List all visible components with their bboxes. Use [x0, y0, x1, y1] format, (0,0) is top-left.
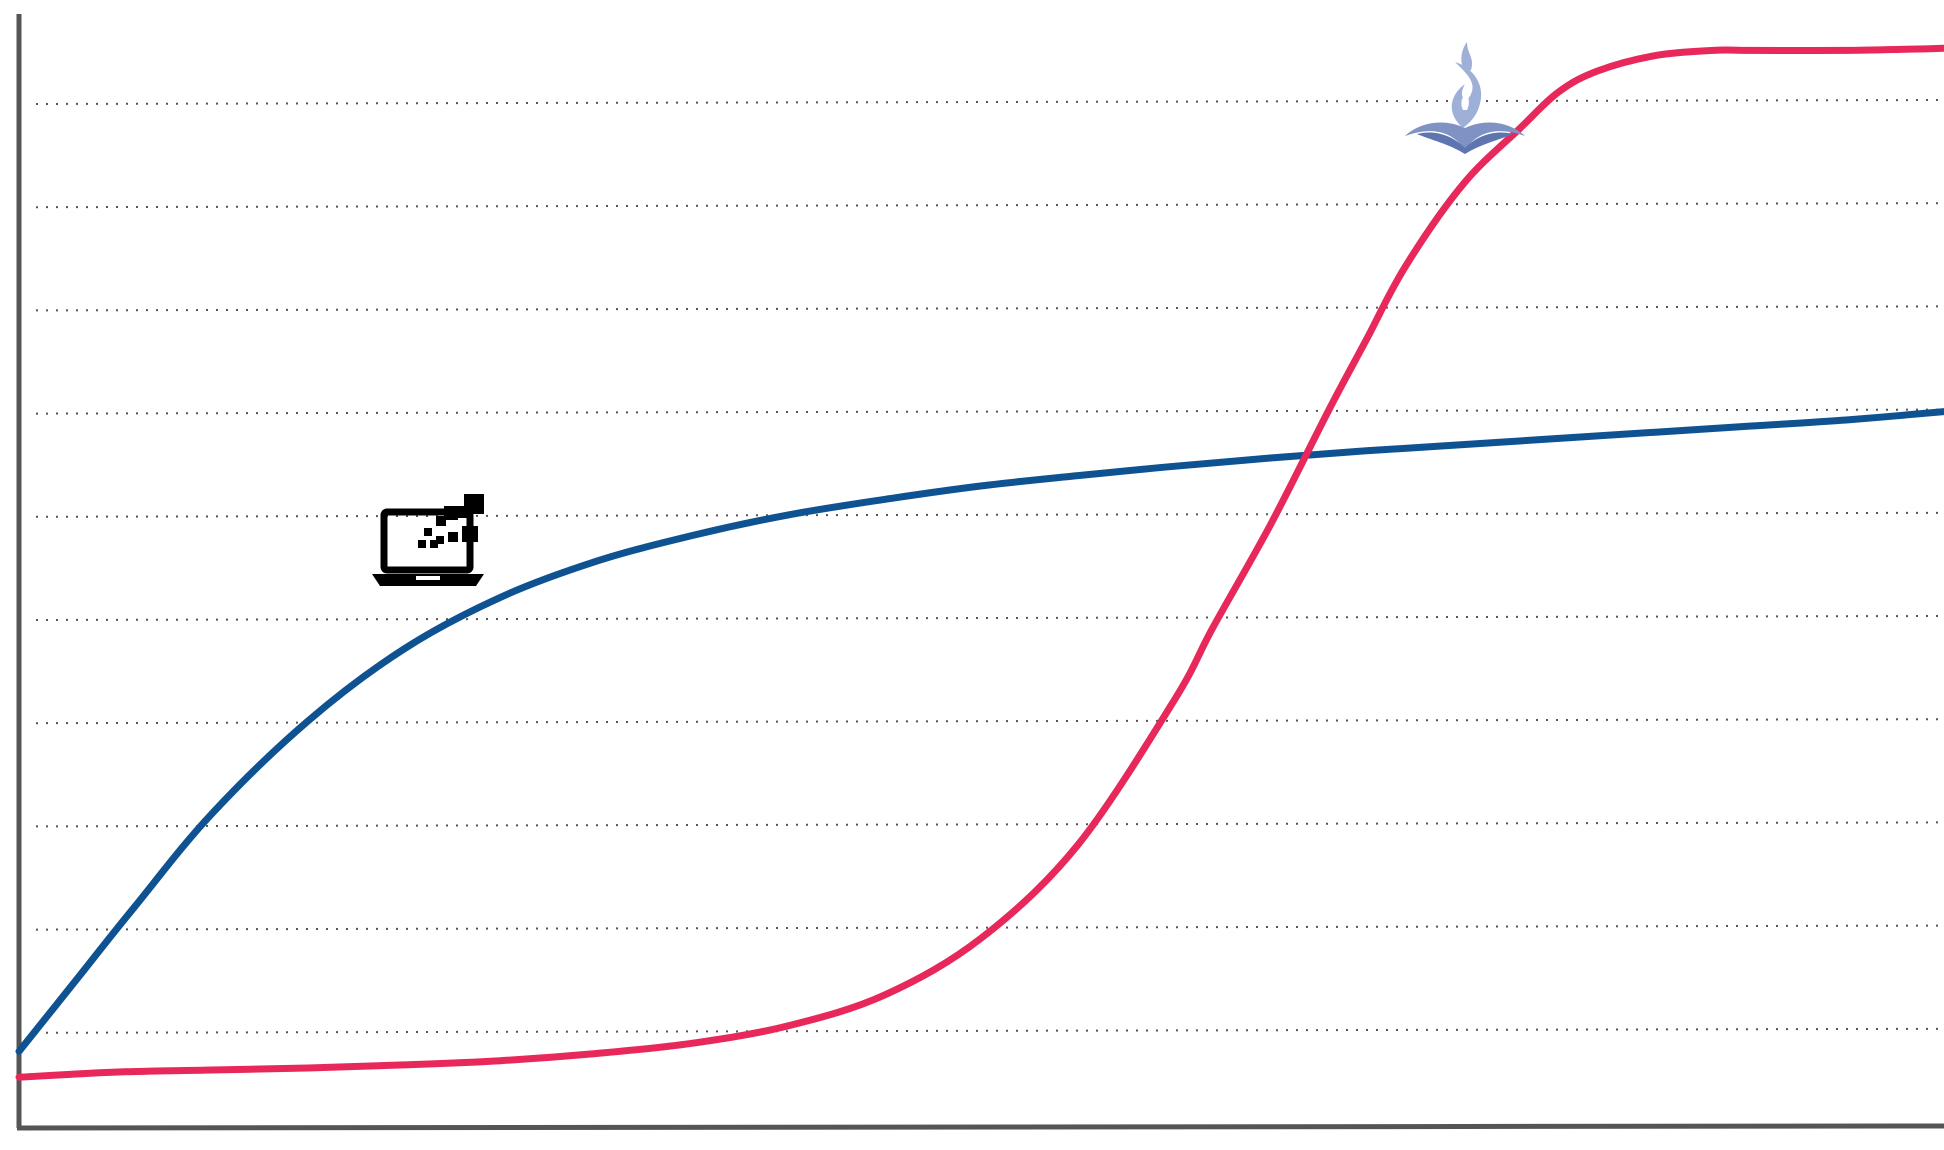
gridlines [35, 99, 1944, 1034]
gridline-1 [35, 1027, 1944, 1034]
gridline-8 [35, 305, 1944, 312]
gridline-6 [35, 511, 1944, 518]
gridline-3 [35, 821, 1944, 828]
series [15, 44, 1944, 1081]
gridline-2 [35, 924, 1944, 931]
x-axis [16, 1123, 1944, 1131]
gridline-9 [35, 202, 1944, 209]
series-line-2 [15, 44, 1944, 1081]
series-line-1 [15, 408, 1944, 1055]
book-flame-icon [1405, 42, 1525, 154]
axes [16, 14, 1944, 1131]
gridline-5 [35, 615, 1944, 621]
gridline-10 [35, 99, 1944, 105]
gridline-4 [35, 718, 1944, 725]
laptop-digital-icon [372, 494, 484, 586]
gridline-7 [35, 408, 1944, 415]
